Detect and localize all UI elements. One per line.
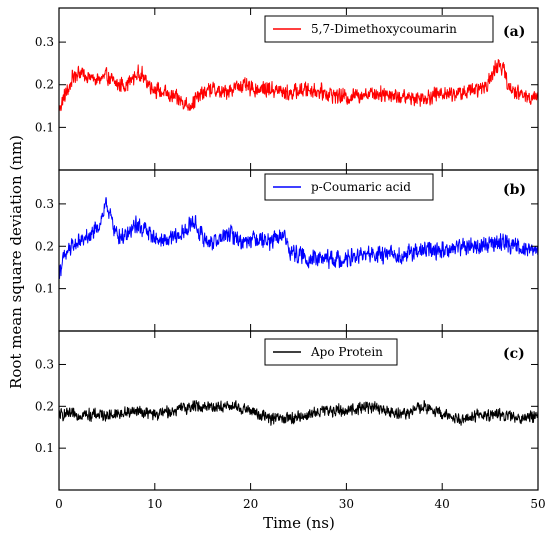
x-axis-label: Time (ns) [263,514,335,532]
x-tick-label: 10 [147,497,162,511]
legend: Apo Protein [264,338,398,366]
legend: 5,7-Dimethoxycoumarin [264,15,494,43]
y-tick-label: 0.1 [35,282,54,296]
legend-label: p-Coumaric acid [311,180,411,194]
y-tick-label: 0.3 [35,357,54,371]
legend-label: Apo Protein [310,345,383,359]
x-tick-label: 50 [530,497,545,511]
panel-frame [58,330,539,491]
legend-label: 5,7-Dimethoxycoumarin [311,22,457,36]
y-tick-label: 0.2 [35,239,54,253]
panel-c: 0.1 0.2 0.3 Apo Protein (c) [35,330,539,491]
series-line-a [58,58,539,112]
y-axis-label: Root mean square deviation (nm) [7,135,25,389]
y-tick-label: 0.2 [35,78,54,92]
y-tick-label: 0.1 [35,441,54,455]
panel-label: (b) [503,182,526,198]
x-axis-ticks: 0 10 20 30 40 50 [55,497,545,511]
y-tick-label: 0.3 [35,35,54,49]
series-line-c [58,399,539,426]
panel-b: 0.1 0.2 0.3 p-Coumaric acid (b) [35,169,539,332]
series-line-b [58,197,539,279]
panel-label: (c) [503,346,525,362]
panel-label: (a) [503,24,525,40]
legend-box [264,15,494,43]
legend: p-Coumaric acid [264,173,434,201]
x-tick-label: 0 [55,497,63,511]
y-tick-label: 0.2 [35,399,54,413]
x-tick-label: 20 [243,497,258,511]
y-tick-label: 0.3 [35,197,54,211]
x-tick-label: 30 [339,497,354,511]
x-tick-label: 40 [435,497,450,511]
y-tick-label: 0.1 [35,120,54,134]
panel-a: 0.1 0.2 0.3 5,7-Dimethoxycoumarin (a) [35,7,539,171]
panels: 0.10.20.35,7-Dimethoxycoumarin (a)0.10.20… [35,7,539,491]
